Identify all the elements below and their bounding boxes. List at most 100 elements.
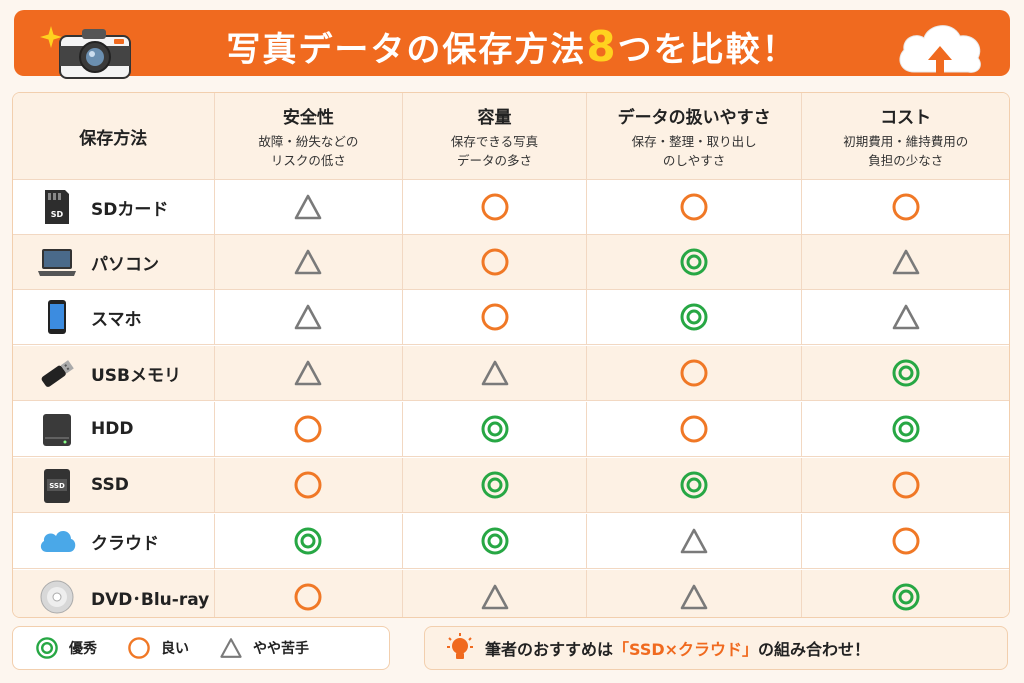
recommendation-text-end: の組み合わせ！ bbox=[758, 640, 871, 659]
sd-card-icon: SD bbox=[45, 190, 69, 224]
lightbulb-icon bbox=[447, 633, 473, 659]
column-title: 安全性 bbox=[282, 107, 334, 128]
triangle-icon bbox=[680, 528, 708, 554]
rating-cell bbox=[587, 290, 803, 344]
triangle-icon bbox=[481, 584, 508, 610]
page-title: 写真データの保存方法8つを比較！ bbox=[14, 22, 1010, 71]
column-subtitle-line: 保存・整理・取り出し bbox=[631, 133, 757, 149]
device-icon-wrap bbox=[37, 354, 77, 392]
table-row: パソコン bbox=[13, 235, 1009, 290]
column-subtitle-line: リスクの低さ bbox=[270, 152, 346, 168]
table-row: USBメモリ bbox=[13, 346, 1009, 401]
device-icon-wrap: SSD bbox=[37, 466, 77, 504]
circle-icon bbox=[481, 303, 509, 331]
double-circle-icon bbox=[680, 471, 708, 499]
rating-cell bbox=[215, 180, 404, 234]
svg-text:SD: SD bbox=[51, 210, 64, 219]
method-label: クラウド bbox=[91, 533, 159, 554]
circle-icon bbox=[680, 193, 708, 221]
circle-icon bbox=[294, 583, 322, 611]
rating-cell bbox=[587, 570, 803, 617]
header-cell-method: 保存方法 bbox=[13, 93, 215, 179]
column-title: 容量 bbox=[477, 107, 512, 128]
rating-cell bbox=[403, 514, 587, 568]
cloud-upload-icon bbox=[899, 25, 981, 76]
hdd-icon bbox=[43, 414, 71, 446]
column-subtitle-line: 初期費用・維持費用の bbox=[843, 133, 969, 149]
triangle-icon bbox=[680, 584, 708, 610]
smartphone-icon bbox=[48, 300, 66, 334]
title-banner: 写真データの保存方法8つを比較！ bbox=[14, 10, 1010, 79]
rating-cell bbox=[802, 180, 1009, 234]
double-circle-icon bbox=[294, 527, 322, 555]
rating-cell bbox=[215, 402, 404, 456]
device-icon-wrap bbox=[37, 578, 77, 616]
table-row: SD SDカード bbox=[13, 180, 1009, 235]
table-header-row: 保存方法 安全性 故障・紛失などの リスクの低さ 容量 保存できる写真 データの多さ… bbox=[13, 93, 1009, 180]
method-label: USBメモリ bbox=[91, 365, 182, 386]
header-cell-safety: 安全性 故障・紛失などの リスクの低さ bbox=[215, 93, 404, 179]
recommendation-text: 筆者のおすすめは「SSD×クラウド」の組み合わせ！ bbox=[485, 636, 870, 660]
double-circle-icon bbox=[892, 583, 920, 611]
circle-icon bbox=[128, 637, 150, 659]
circle-icon bbox=[680, 415, 708, 443]
rating-cell bbox=[215, 458, 404, 512]
triangle-icon bbox=[295, 194, 322, 220]
column-title: コスト bbox=[880, 107, 932, 128]
triangle-icon bbox=[892, 249, 920, 275]
circle-icon bbox=[892, 471, 920, 499]
method-cell: パソコン bbox=[13, 235, 215, 289]
rating-cell bbox=[403, 290, 587, 344]
method-cell: SSD SSD bbox=[13, 458, 215, 512]
sparkle-icon bbox=[40, 26, 62, 48]
method-cell: USBメモリ bbox=[13, 346, 215, 400]
rating-cell bbox=[403, 346, 587, 400]
table-row: クラウド bbox=[13, 514, 1009, 569]
method-label: DVD･Blu-ray bbox=[91, 589, 210, 610]
rating-cell bbox=[802, 290, 1009, 344]
column-subtitle: 保存・整理・取り出し のしやすさ bbox=[632, 132, 757, 170]
triangle-icon bbox=[295, 249, 322, 275]
rating-cell bbox=[215, 514, 404, 568]
rating-cell bbox=[802, 570, 1009, 617]
rating-cell bbox=[587, 514, 803, 568]
circle-icon bbox=[680, 359, 708, 387]
cloud-icon bbox=[40, 530, 76, 552]
triangle-icon bbox=[220, 638, 242, 658]
rating-cell bbox=[215, 290, 404, 344]
double-circle-icon bbox=[481, 471, 509, 499]
legend-item: やや苦手 bbox=[219, 636, 309, 660]
rating-cell bbox=[215, 235, 404, 289]
rating-cell bbox=[215, 570, 404, 617]
double-circle-icon bbox=[892, 359, 920, 387]
rating-cell bbox=[802, 514, 1009, 568]
circle-icon bbox=[481, 248, 509, 276]
rating-cell bbox=[403, 235, 587, 289]
legend-item: 良い bbox=[127, 636, 189, 660]
circle-icon bbox=[294, 471, 322, 499]
double-circle-icon bbox=[680, 303, 708, 331]
method-cell: SD SDカード bbox=[13, 180, 215, 234]
method-cell: HDD bbox=[13, 402, 215, 456]
device-icon-wrap bbox=[37, 243, 77, 281]
legend-label: やや苦手 bbox=[253, 641, 309, 657]
header-cell-cost: コスト 初期費用・維持費用の 負担の少なさ bbox=[802, 93, 1009, 179]
double-circle-icon bbox=[892, 415, 920, 443]
column-title: 保存方法 bbox=[79, 128, 148, 149]
column-subtitle-line: 保存できる写真 bbox=[450, 133, 539, 149]
circle-icon bbox=[481, 193, 509, 221]
column-subtitle-line: 負担の少なさ bbox=[868, 152, 944, 168]
rating-cell bbox=[587, 180, 803, 234]
rating-cell bbox=[403, 570, 587, 617]
method-label: HDD bbox=[91, 419, 134, 439]
double-circle-icon bbox=[36, 637, 58, 659]
svg-text:SSD: SSD bbox=[49, 482, 65, 490]
title-text: 写真データの保存方法 bbox=[226, 30, 587, 70]
table-row: HDD bbox=[13, 402, 1009, 457]
method-cell: スマホ bbox=[13, 290, 215, 344]
recommendation-highlight: 「SSD×クラウド」 bbox=[613, 640, 759, 659]
rating-cell bbox=[403, 180, 587, 234]
header-cell-usability: データの扱いやすさ 保存・整理・取り出し のしやすさ bbox=[587, 93, 803, 179]
title-text-end: つを比較！ bbox=[617, 30, 798, 70]
method-label: スマホ bbox=[91, 309, 142, 330]
